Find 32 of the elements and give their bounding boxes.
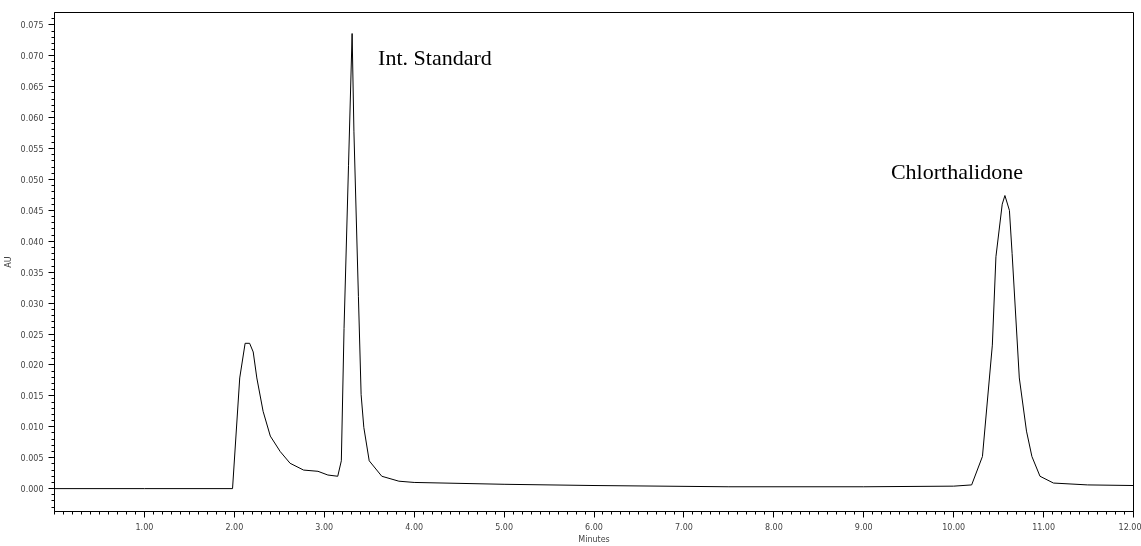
x-axis-title: Minutes: [578, 534, 610, 544]
annotation: Chlorthalidone: [890, 158, 1023, 184]
x-tick-label: 7.00: [675, 522, 693, 532]
y-tick-label: 0.015: [20, 392, 44, 402]
x-tick-label: 6.00: [585, 522, 603, 532]
y-tick-label: 0.010: [20, 423, 44, 433]
y-tick-label: 0.000: [20, 485, 44, 495]
y-tick-label: 0.035: [20, 268, 44, 278]
x-tick-label: 2.00: [225, 522, 244, 532]
y-tick-label: 0.055: [20, 145, 44, 155]
x-tick-label: 3.00: [315, 522, 334, 532]
x-tick-label: 4.00: [405, 522, 424, 532]
x-tick-label: 1.00: [135, 522, 154, 532]
y-axis-title: AU: [3, 256, 13, 268]
annotation: Int. Standard: [378, 44, 492, 70]
y-tick-label: 0.005: [20, 454, 44, 464]
x-tick-label: 10.00: [942, 522, 966, 532]
x-tick-label: 12.00: [1118, 522, 1141, 532]
x-tick-label: 11.00: [1032, 522, 1056, 532]
y-tick-label: 0.050: [20, 175, 44, 185]
y-tick-label: 0.075: [20, 21, 44, 31]
x-tick-label: 5.00: [495, 522, 513, 532]
y-tick-label: 0.060: [20, 114, 44, 124]
y-tick-label: 0.020: [20, 361, 44, 371]
y-tick-label: 0.070: [20, 52, 44, 62]
y-tick-label: 0.025: [20, 330, 44, 340]
y-tick-label: 0.030: [20, 299, 44, 309]
y-tick-label: 0.065: [20, 83, 44, 93]
x-tick-label: 9.00: [854, 522, 873, 532]
x-tick-label: 8.00: [764, 522, 783, 532]
y-tick-label: 0.045: [20, 206, 44, 216]
y-tick-label: 0.040: [20, 237, 44, 247]
